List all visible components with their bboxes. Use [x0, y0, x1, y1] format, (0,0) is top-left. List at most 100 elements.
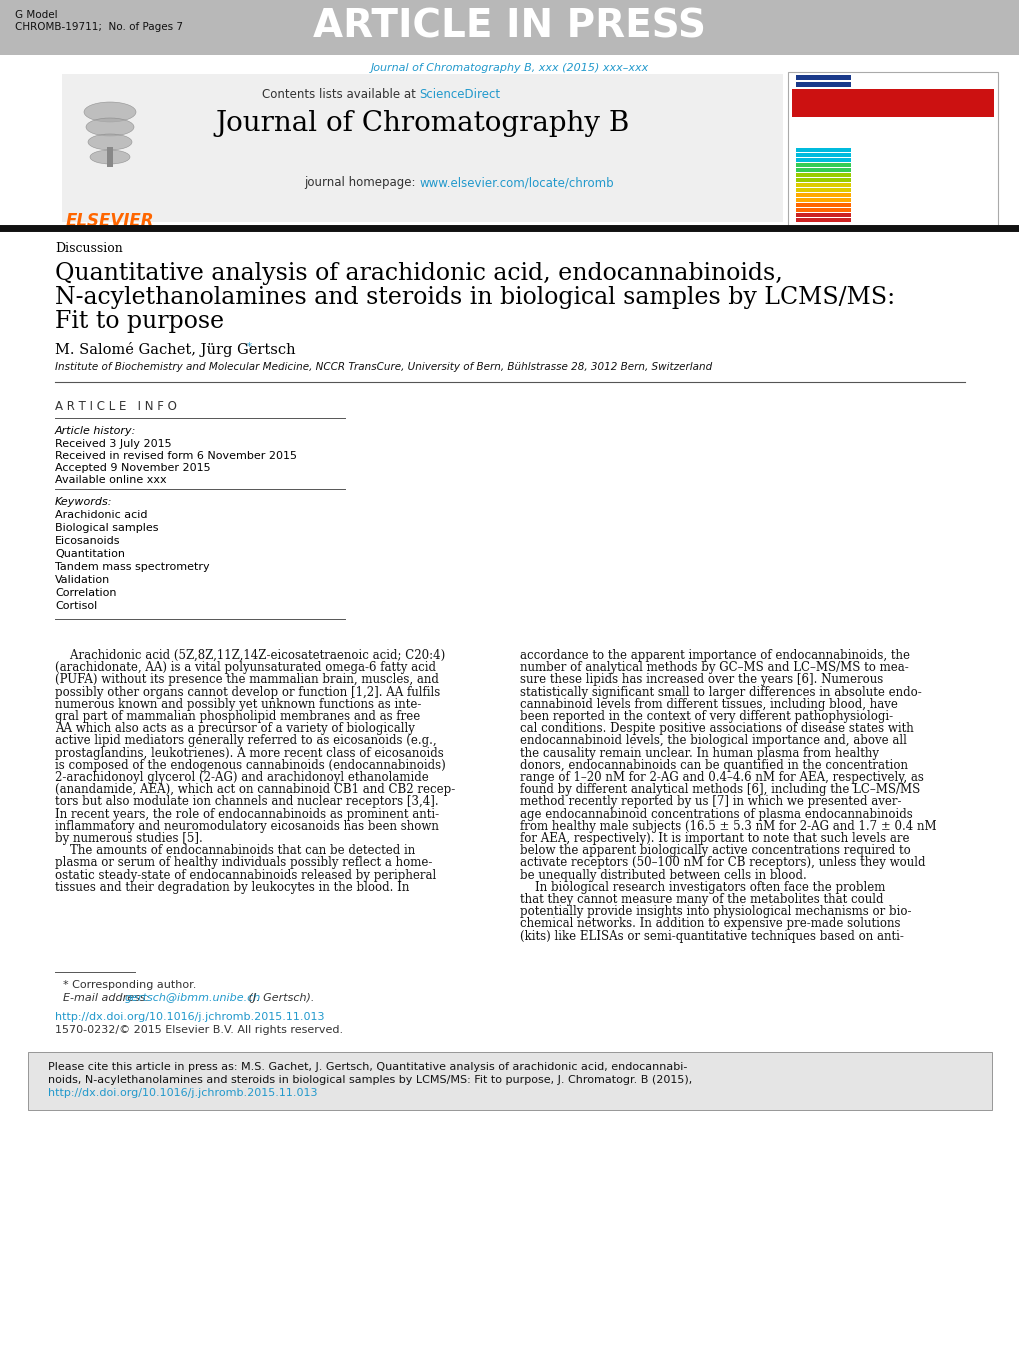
Text: (arachidonate, AA) is a vital polyunsaturated omega-6 fatty acid: (arachidonate, AA) is a vital polyunsatu… [55, 661, 435, 674]
Text: Quantitation: Quantitation [55, 549, 125, 559]
Text: http://dx.doi.org/10.1016/j.jchromb.2015.11.013: http://dx.doi.org/10.1016/j.jchromb.2015… [48, 1088, 317, 1098]
Text: plasma or serum of healthy individuals possibly reflect a home-: plasma or serum of healthy individuals p… [55, 857, 432, 870]
Text: (kits) like ELISAs or semi-quantitative techniques based on anti-: (kits) like ELISAs or semi-quantitative … [520, 929, 903, 943]
Text: statistically significant small to larger differences in absolute endo-: statistically significant small to large… [520, 685, 921, 698]
Bar [791, 89, 994, 118]
Text: range of 1–20 nM for 2-AG and 0.4–4.6 nM for AEA, respectively, as: range of 1–20 nM for 2-AG and 0.4–4.6 nM… [520, 771, 923, 784]
Text: tors but also modulate ion channels and nuclear receptors [3,4].: tors but also modulate ion channels and … [55, 796, 438, 808]
Text: for AEA, respectively). It is important to note that such levels are: for AEA, respectively). It is important … [520, 832, 909, 844]
Bar [795, 188, 850, 192]
Text: activate receptors (50–100 nM for CB receptors), unless they would: activate receptors (50–100 nM for CB rec… [520, 857, 924, 870]
Text: age endocannabinoid concentrations of plasma endocannabinoids: age endocannabinoid concentrations of pl… [520, 808, 912, 820]
Text: * Corresponding author.: * Corresponding author. [63, 979, 197, 990]
Text: chemical networks. In addition to expensive pre-made solutions: chemical networks. In addition to expens… [520, 917, 900, 931]
Bar [795, 173, 850, 177]
Text: Quantitative analysis of arachidonic acid, endocannabinoids,: Quantitative analysis of arachidonic aci… [55, 262, 783, 285]
Text: gertsch@ibmm.unibe.ch: gertsch@ibmm.unibe.ch [125, 993, 261, 1002]
Ellipse shape [86, 118, 133, 136]
Text: (anandamide, AEA), which act on cannabinoid CB1 and CB2 recep-: (anandamide, AEA), which act on cannabin… [55, 784, 454, 796]
Text: donors, endocannabinoids can be quantified in the concentration: donors, endocannabinoids can be quantifi… [520, 759, 907, 771]
Text: Cortisol: Cortisol [55, 601, 97, 611]
Bar [795, 212, 850, 218]
Text: from healthy male subjects (16.5 ± 5.3 nM for 2-AG and 1.7 ± 0.4 nM: from healthy male subjects (16.5 ± 5.3 n… [520, 820, 935, 832]
Text: Received 3 July 2015: Received 3 July 2015 [55, 439, 171, 449]
Text: ScienceDirect: ScienceDirect [419, 88, 500, 101]
Ellipse shape [90, 150, 129, 163]
Bar [795, 208, 850, 212]
Text: is composed of the endogenous cannabinoids (endocannabinoids): is composed of the endogenous cannabinoi… [55, 759, 445, 771]
Bar [795, 192, 850, 197]
Text: that they cannot measure many of the metabolites that could: that they cannot measure many of the met… [520, 893, 882, 907]
Bar [795, 158, 850, 162]
Text: method recently reported by us [7] in which we presented aver-: method recently reported by us [7] in wh… [520, 796, 901, 808]
Bar [795, 203, 850, 207]
Text: Please cite this article in press as: M.S. Gachet, J. Gertsch, Quantitative anal: Please cite this article in press as: M.… [48, 1062, 687, 1071]
Text: Validation: Validation [55, 576, 110, 585]
Bar [107, 147, 113, 168]
Text: A R T I C L E   I N F O: A R T I C L E I N F O [55, 400, 176, 413]
Text: (J. Gertsch).: (J. Gertsch). [245, 993, 314, 1002]
Text: 2-arachidonoyl glycerol (2-AG) and arachidonoyl ethanolamide: 2-arachidonoyl glycerol (2-AG) and arach… [55, 771, 428, 784]
Bar [795, 147, 850, 153]
Text: cannabinoid levels from different tissues, including blood, have: cannabinoid levels from different tissue… [520, 698, 897, 711]
Text: Institute of Biochemistry and Molecular Medicine, NCCR TransCure, University of : Institute of Biochemistry and Molecular … [55, 362, 711, 372]
Text: numerous known and possibly yet unknown functions as inte-: numerous known and possibly yet unknown … [55, 698, 421, 711]
Text: Tandem mass spectrometry: Tandem mass spectrometry [55, 562, 210, 571]
Text: ARTICLE IN PRESS: ARTICLE IN PRESS [313, 8, 706, 46]
Text: Arachidonic acid (5Z,8Z,11Z,14Z-eicosatetraenoic acid; C20:4): Arachidonic acid (5Z,8Z,11Z,14Z-eicosate… [55, 648, 445, 662]
Bar [795, 96, 850, 101]
Bar [28, 1052, 991, 1109]
Text: inflammatory and neuromodulatory eicosanoids has been shown: inflammatory and neuromodulatory eicosan… [55, 820, 438, 832]
Text: Eicosanoids: Eicosanoids [55, 536, 120, 546]
Text: cal conditions. Despite positive associations of disease states with: cal conditions. Despite positive associa… [520, 723, 913, 735]
Text: E-mail address:: E-mail address: [63, 993, 153, 1002]
Text: Accepted 9 November 2015: Accepted 9 November 2015 [55, 463, 210, 473]
Text: 1570-0232/© 2015 Elsevier B.V. All rights reserved.: 1570-0232/© 2015 Elsevier B.V. All right… [55, 1025, 342, 1035]
Text: Received in revised form 6 November 2015: Received in revised form 6 November 2015 [55, 451, 297, 461]
Bar [795, 197, 850, 203]
Bar [795, 82, 850, 86]
Text: journal homepage:: journal homepage: [304, 176, 419, 189]
Text: Journal of Chromatography B, xxx (2015) xxx–xxx: Journal of Chromatography B, xxx (2015) … [371, 63, 648, 73]
Ellipse shape [88, 134, 131, 150]
Text: been reported in the context of very different pathophysiologi-: been reported in the context of very dif… [520, 711, 893, 723]
Text: Article history:: Article history: [55, 426, 137, 436]
Bar [795, 182, 850, 186]
Ellipse shape [84, 101, 136, 122]
Text: (PUFA) without its presence the mammalian brain, muscles, and: (PUFA) without its presence the mammalia… [55, 673, 438, 686]
Text: Discussion: Discussion [55, 242, 122, 255]
Text: The amounts of endocannabinoids that can be detected in: The amounts of endocannabinoids that can… [55, 844, 415, 857]
Text: tissues and their degradation by leukocytes in the blood. In: tissues and their degradation by leukocy… [55, 881, 409, 894]
Bar [795, 89, 850, 95]
Bar [795, 76, 850, 80]
Text: AA which also acts as a precursor of a variety of biologically: AA which also acts as a precursor of a v… [55, 723, 415, 735]
Text: ostatic steady-state of endocannabinoids released by peripheral: ostatic steady-state of endocannabinoids… [55, 869, 436, 882]
Text: Available online xxx: Available online xxx [55, 476, 166, 485]
Bar [795, 168, 850, 172]
Text: possibly other organs cannot develop or function [1,2]. AA fulfils: possibly other organs cannot develop or … [55, 685, 440, 698]
Text: be unequally distributed between cells in blood.: be unequally distributed between cells i… [520, 869, 806, 882]
Bar [795, 218, 850, 222]
Bar [0, 0, 1019, 55]
Text: M. Salomé Gachet, Jürg Gertsch: M. Salomé Gachet, Jürg Gertsch [55, 342, 296, 357]
Text: Journal of Chromatography B: Journal of Chromatography B [215, 109, 629, 136]
Text: http://dx.doi.org/10.1016/j.jchromb.2015.11.013: http://dx.doi.org/10.1016/j.jchromb.2015… [55, 1012, 324, 1021]
Bar [795, 177, 850, 182]
Text: by numerous studies [5].: by numerous studies [5]. [55, 832, 203, 844]
Text: prostaglandins, leukotrienes). A more recent class of eicosanoids: prostaglandins, leukotrienes). A more re… [55, 747, 443, 759]
Text: ELSEVIER: ELSEVIER [65, 212, 154, 230]
Bar [795, 153, 850, 157]
Bar [62, 74, 783, 222]
Text: In recent years, the role of endocannabinoids as prominent anti-: In recent years, the role of endocannabi… [55, 808, 439, 820]
Text: accordance to the apparent importance of endocannabinoids, the: accordance to the apparent importance of… [520, 648, 909, 662]
Text: potentially provide insights into physiological mechanisms or bio-: potentially provide insights into physio… [520, 905, 911, 919]
Text: number of analytical methods by GC–MS and LC–MS/MS to mea-: number of analytical methods by GC–MS an… [520, 661, 908, 674]
Text: Biological samples: Biological samples [55, 523, 158, 534]
Text: CHROMB-19711;  No. of Pages 7: CHROMB-19711; No. of Pages 7 [15, 22, 182, 32]
Text: below the apparent biologically active concentrations required to: below the apparent biologically active c… [520, 844, 910, 857]
Text: sure these lipids has increased over the years [6]. Numerous: sure these lipids has increased over the… [520, 673, 882, 686]
Text: Fit to purpose: Fit to purpose [55, 309, 224, 332]
Text: the causality remain unclear. In human plasma from healthy: the causality remain unclear. In human p… [520, 747, 878, 759]
Text: found by different analytical methods [6], including the LC–MS/MS: found by different analytical methods [6… [520, 784, 919, 796]
Text: Contents lists available at: Contents lists available at [262, 88, 419, 101]
